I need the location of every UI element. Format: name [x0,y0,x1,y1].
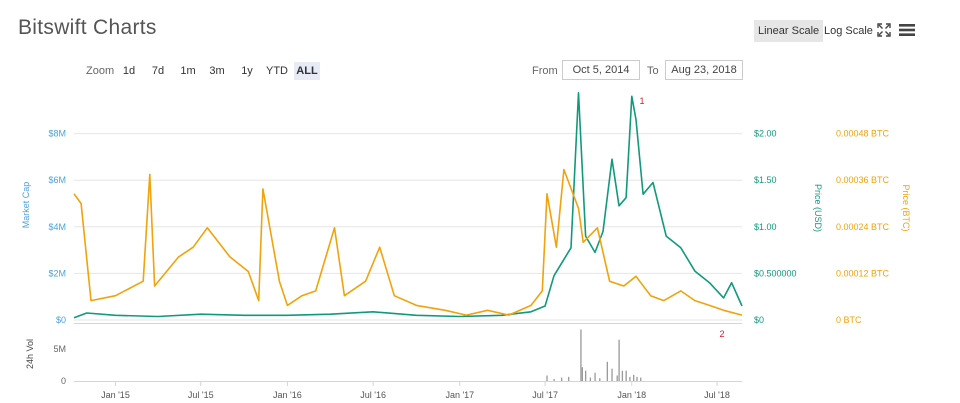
x-tick-label: Jan '17 [445,390,474,400]
volume-bar [625,370,627,381]
volume-axis-title: 24h Vol [25,339,35,369]
zoom-all-button[interactable]: ALL [294,62,320,80]
volume-bar [606,361,608,381]
volume-bar [580,329,582,381]
expand-icon[interactable] [876,22,892,38]
zoom-7d-button[interactable]: 7d [151,65,165,77]
volume-bar [621,370,624,381]
volume-bar [611,368,613,381]
x-tick-label: Jul '16 [360,390,386,400]
from-label: From [532,65,558,77]
volume-bar [633,374,635,381]
volume-bar [618,339,620,381]
zoom-1y-button[interactable]: 1y [241,65,253,77]
price-btc-series-line [73,168,743,316]
price-btc-tick-label: 0 BTC [836,315,862,325]
x-tick-label: Jul '15 [188,390,214,400]
annotation-1: 1 [639,96,644,106]
volume-tick-label: 5M [53,344,66,354]
price-usd-tick-label: $1.50 [754,175,777,185]
volume-bar [589,377,592,381]
price-btc-tick-label: 0.00012 BTC [836,268,890,278]
to-label: To [647,65,659,77]
price-usd-tick-label: $0.500000 [754,268,797,278]
market-cap-tick-label: $2M [48,268,66,278]
price-btc-tick-label: 0.00024 BTC [836,222,890,232]
price-usd-axis-title: Price (USD) [813,184,823,232]
zoom-label: Zoom [86,65,115,77]
market-cap-tick-label: $0 [56,315,66,325]
volume-bar [553,378,555,381]
volume-bar [629,376,631,381]
price-usd-tick-label: $0 [754,315,764,325]
x-tick-label: Jul '18 [704,390,730,400]
volume-bar [581,367,584,381]
volume-bar [636,376,638,381]
market-cap-tick-label: $6M [48,175,66,185]
volume-bar [546,375,548,381]
page-title: Bitswift Charts [18,16,157,39]
zoom-1d-button[interactable]: 1d [122,65,136,77]
volume-bar [560,377,563,381]
volume-bar [568,376,570,381]
volume-bar [584,370,587,381]
zoom-1m-button[interactable]: 1m [180,65,196,77]
volume-bar [616,375,618,381]
price-btc-axis-title: Price (BTC) [901,185,911,232]
price-usd-series-line [73,92,743,319]
x-tick-label: Jan '18 [617,390,646,400]
price-usd-tick-label: $2.00 [754,129,777,139]
zoom-3m-button[interactable]: 3m [209,65,225,77]
x-tick-label: Jul '17 [532,390,558,400]
annotation-2: 2 [719,329,724,339]
volume-tick-label: 0 [61,376,66,386]
volume-bar [640,377,642,381]
from-date-input[interactable]: Oct 5, 2014 [562,60,640,80]
zoom-ytd-button[interactable]: YTD [266,65,288,77]
price-usd-tick-label: $1.00 [754,222,777,232]
volume-bar [599,378,601,381]
market-cap-axis-title: Market Cap [21,182,31,229]
market-cap-tick-label: $4M [48,222,66,232]
to-date-input[interactable]: Aug 23, 2018 [665,60,743,80]
x-tick-label: Jan '15 [101,390,130,400]
price-btc-tick-label: 0.00036 BTC [836,175,890,185]
x-tick-label: Jan '16 [273,390,302,400]
log-scale-button[interactable]: Log Scale [824,25,873,37]
price-btc-tick-label: 0.00048 BTC [836,129,890,139]
market-cap-tick-label: $8M [48,129,66,139]
linear-scale-button[interactable]: Linear Scale [754,20,824,42]
hamburger-icon[interactable] [898,23,916,37]
volume-bar [594,372,596,381]
